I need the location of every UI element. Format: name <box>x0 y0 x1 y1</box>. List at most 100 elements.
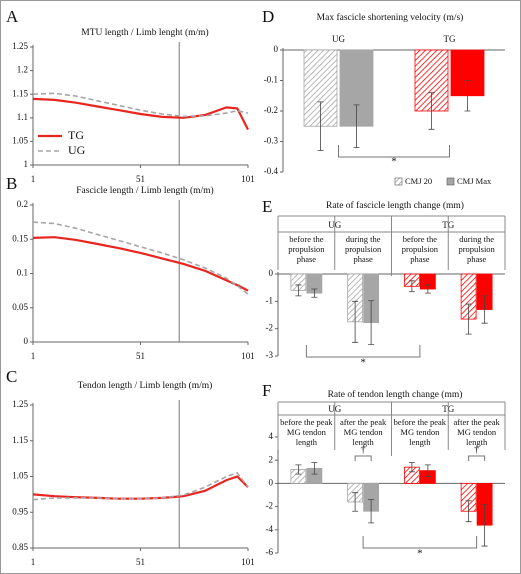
x-tick-label: 101 <box>241 351 255 361</box>
y-tick-label: 0.05 <box>12 302 28 312</box>
y-tick-label: -0.4 <box>264 166 279 176</box>
legend-swatch <box>394 177 403 186</box>
y-tick-label: 0.85 <box>12 542 28 552</box>
category-label: TG <box>444 34 456 44</box>
significance-mark: * <box>360 357 366 369</box>
x-tick-label: 101 <box>241 174 255 184</box>
error-bar <box>481 503 488 547</box>
line-series <box>32 475 249 500</box>
category-label: during the propulsion phase <box>458 234 495 264</box>
significance-mark: † <box>474 444 479 455</box>
y-tick-label: -0.2 <box>264 105 278 115</box>
panel-letter: E <box>262 197 272 216</box>
y-tick-label: 1.05 <box>12 471 28 481</box>
y-tick-label: 0.1 <box>17 268 28 278</box>
panel-letter: B <box>6 174 17 193</box>
error-bar <box>408 280 415 293</box>
y-tick-label: -4 <box>266 524 274 534</box>
y-tick-label: -3 <box>266 350 274 360</box>
category-label: before the peak MG tendon length <box>280 417 333 447</box>
y-tick-label: 0.95 <box>12 506 28 516</box>
y-tick-label: 1.25 <box>12 399 28 409</box>
legend-label: TG <box>68 128 84 142</box>
bar <box>339 49 374 127</box>
y-tick-label: 0 <box>274 44 279 54</box>
y-tick-label: 1.25 <box>12 41 28 51</box>
y-tick-label: 1.1 <box>17 112 28 122</box>
error-bar <box>465 303 472 335</box>
error-bar <box>311 462 318 475</box>
error-bar <box>353 104 360 148</box>
panel-letter: F <box>262 381 271 400</box>
line-series <box>32 236 249 292</box>
y-tick-label: 1.2 <box>17 65 28 75</box>
chart-title: Rate of tendon length change (mm) <box>328 389 463 400</box>
category-label: after the peak MG tendon length <box>340 417 387 447</box>
line-series <box>32 92 249 118</box>
error-bar <box>464 80 471 112</box>
significance-bracket <box>338 145 450 158</box>
x-tick-label: 51 <box>136 351 145 361</box>
line-series <box>32 221 249 295</box>
error-bar <box>352 300 359 343</box>
error-bar <box>428 92 435 130</box>
error-bar <box>424 284 431 294</box>
significance-bracket <box>362 536 478 549</box>
error-bar <box>311 288 318 298</box>
error-bar <box>317 101 324 152</box>
error-bar <box>408 462 415 473</box>
chart-title: Rate of fascicle length change (mm) <box>326 200 464 211</box>
y-tick-label: 0 <box>269 477 274 487</box>
x-tick-label: 1 <box>31 351 36 361</box>
significance-mark: * <box>417 548 423 560</box>
legend-label: UG <box>68 143 86 157</box>
significance-mark: † <box>361 444 366 455</box>
y-tick-label: -6 <box>266 547 274 557</box>
error-bar <box>465 500 472 523</box>
chart-title: Fascicle length / Limb length (m/m) <box>76 185 213 196</box>
y-tick-label: -0.3 <box>264 136 279 146</box>
y-tick-label: 0 <box>269 268 274 278</box>
error-bar <box>481 295 488 324</box>
category-label: before the propulsion phase <box>288 234 325 264</box>
error-bar <box>424 464 431 477</box>
error-bar <box>295 284 302 297</box>
y-tick-label: 1.15 <box>12 88 28 98</box>
category-label: UG <box>332 34 345 44</box>
y-tick-label: 0.2 <box>17 199 28 209</box>
legend-label: CMJ 20 <box>405 176 432 186</box>
panel-letter: A <box>6 7 19 26</box>
x-tick-label: 1 <box>31 557 36 567</box>
category-label: during the propulsion phase <box>344 234 382 264</box>
y-tick-label: -2 <box>266 501 274 511</box>
category-label: after the peak MG tendon length <box>453 417 500 447</box>
y-tick-label: 4 <box>269 431 274 441</box>
significance-bracket <box>305 345 421 358</box>
legend-label: CMJ Max <box>457 176 492 186</box>
x-tick-label: 51 <box>136 174 145 184</box>
chart-title: MTU length / Limb lenght (m/m) <box>81 27 208 38</box>
significance-mark: * <box>391 156 397 168</box>
y-tick-label: 0.15 <box>12 233 28 243</box>
y-tick-label: -0.1 <box>264 75 278 85</box>
y-tick-label: 2 <box>269 454 274 464</box>
error-bar <box>295 464 302 475</box>
panel-letter: C <box>6 367 17 386</box>
category-label: before the propulsion phase <box>401 234 439 264</box>
y-tick-label: -1 <box>266 295 274 305</box>
panel-letter: D <box>262 7 274 26</box>
error-bar <box>368 499 375 524</box>
legend-swatch <box>446 177 455 186</box>
y-tick-label: 1.15 <box>12 435 28 445</box>
x-tick-label: 101 <box>241 557 255 567</box>
error-bar <box>352 492 359 512</box>
significance-bracket <box>468 455 486 461</box>
category-label: before the peak MG tendon length <box>393 417 447 447</box>
line-series <box>32 97 249 131</box>
chart-title: Tendon length / Limb length (m/m) <box>78 380 213 391</box>
y-tick-label: 1 <box>24 159 29 169</box>
y-tick-label: 1.05 <box>12 135 28 145</box>
x-tick-label: 1 <box>31 174 36 184</box>
